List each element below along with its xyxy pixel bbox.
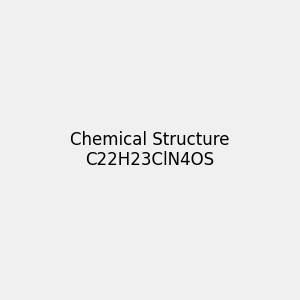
Text: Chemical Structure
C22H23ClN4OS: Chemical Structure C22H23ClN4OS	[70, 130, 230, 170]
